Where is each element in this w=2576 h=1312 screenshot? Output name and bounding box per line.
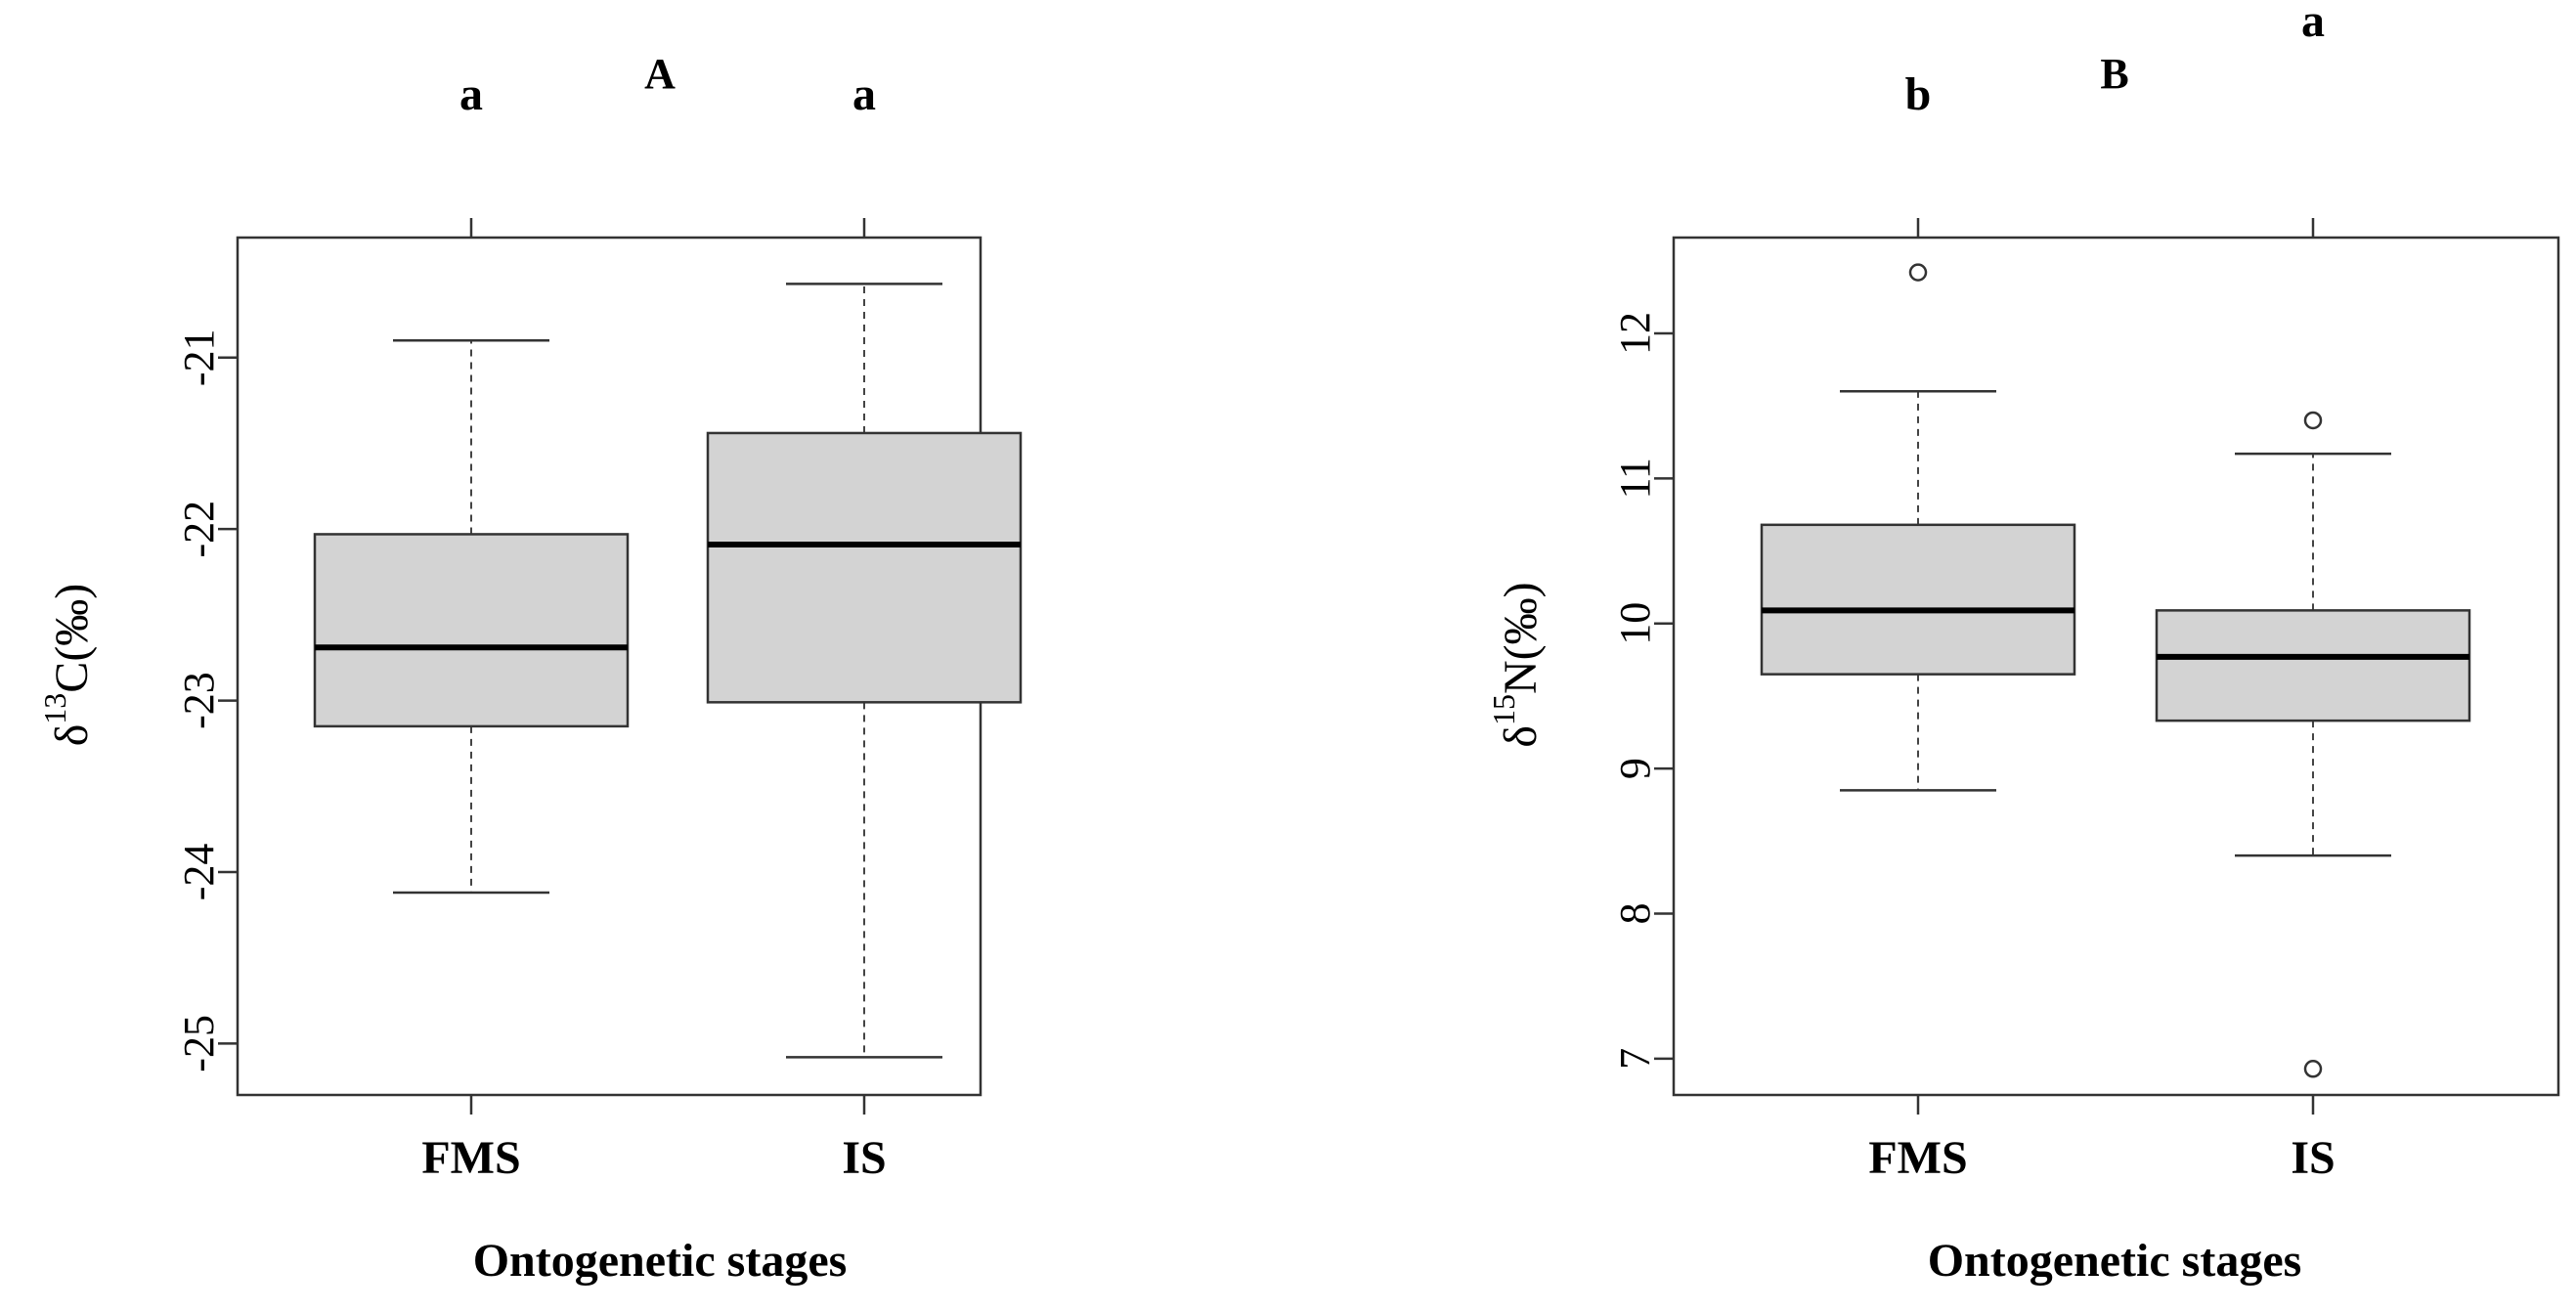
plot-frame [1672, 236, 2560, 1097]
outlier-point [1908, 263, 1928, 282]
y-tick-label: -23 [175, 672, 223, 729]
group-letter: a [459, 68, 483, 120]
y-axis-label-sup: 15 [1486, 694, 1521, 725]
iqr-box [1760, 523, 2076, 676]
y-tick-label: 7 [1611, 1048, 1659, 1070]
y-axis-label-unit: (‰) [1495, 582, 1547, 660]
y-tick-label: 11 [1611, 458, 1659, 499]
y-tick-label: 9 [1611, 758, 1659, 779]
y-tick-label: -25 [175, 1015, 223, 1072]
y-tick-label: 12 [1611, 312, 1659, 355]
y-axis-label-prefix: δ [46, 724, 98, 747]
y-axis-label-prefix: δ [1495, 725, 1547, 748]
category-label: FMS [421, 1132, 520, 1184]
y-axis-label-element: C [46, 662, 98, 693]
iqr-box [706, 431, 1023, 704]
y-tick-label: 10 [1611, 602, 1659, 645]
panel-label: A [644, 50, 676, 98]
chart-panel-b: B 7 8 9 10 11 12 δ15N(‰) Ontogenetic stages FMS b I… [1486, 0, 2560, 1287]
box-is: IS a [2155, 0, 2471, 1184]
y-axis-label-unit: (‰) [46, 584, 98, 662]
x-axis-label: Ontogenetic stages [1928, 1235, 2302, 1287]
iqr-box [2155, 609, 2471, 722]
x-axis-label: Ontogenetic stages [473, 1235, 848, 1287]
outlier-point [2303, 1060, 2323, 1078]
y-axis-label-sup: 13 [37, 693, 72, 724]
panel-label: B [2100, 50, 2128, 98]
y-tick-label: -24 [175, 844, 223, 901]
group-letter: a [852, 68, 876, 120]
y-axis-label: δ15N(‰) [1486, 582, 1547, 747]
y-axis-label: δ13C(‰) [37, 584, 98, 747]
y-tick-label: -21 [175, 328, 223, 386]
box-fms: FMS a [313, 68, 630, 1184]
y-tick-label: 8 [1611, 903, 1659, 925]
box-fms: FMS b [1760, 68, 2076, 1184]
box-is: IS a [706, 68, 1023, 1184]
iqr-box [313, 533, 630, 728]
group-letter: b [1905, 68, 1932, 120]
y-tick-label: -22 [175, 501, 223, 558]
category-label: IS [2291, 1132, 2335, 1184]
outlier-point [2303, 411, 2323, 430]
category-label: IS [842, 1132, 886, 1184]
y-axis-label-element: N [1495, 660, 1547, 694]
category-label: FMS [1868, 1132, 1967, 1184]
group-letter: a [2301, 0, 2325, 47]
chart-panel-a: A -25 -24 -23 -22 -21 δ13C(‰) Ontogenetic stage… [37, 50, 1023, 1287]
